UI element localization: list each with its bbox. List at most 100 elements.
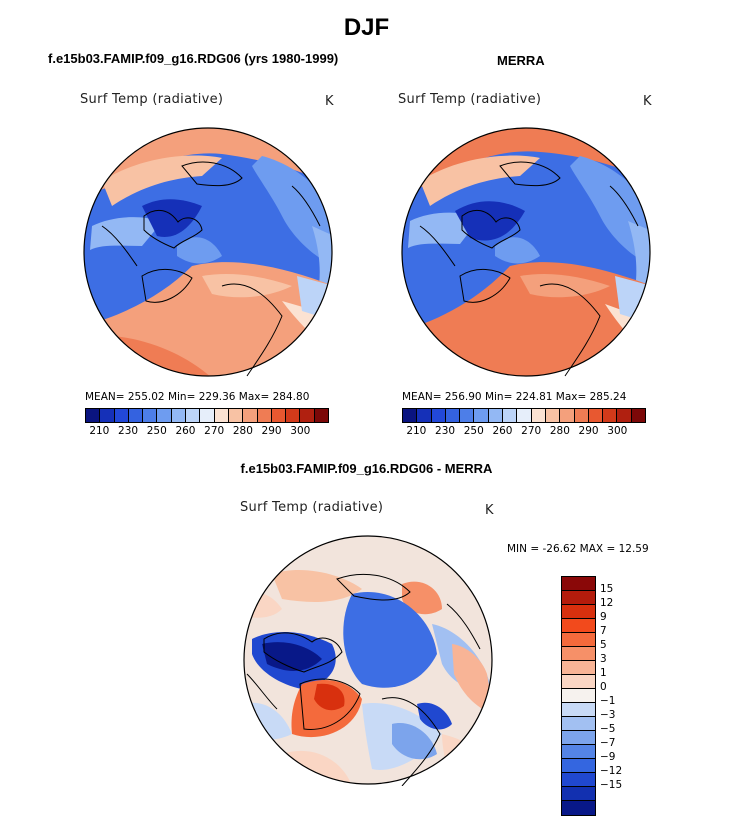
colorbar-tick-label: 280 (549, 425, 570, 437)
colorbar-swatch (562, 647, 595, 661)
colorbar-swatch (562, 759, 595, 773)
diff-polar-map (243, 535, 493, 786)
panel-1-polar-map (83, 127, 333, 377)
colorbar-tick-label: 250 (463, 425, 484, 437)
colorbar-tick-label: 12 (600, 597, 614, 609)
colorbar-swatch (560, 409, 575, 422)
colorbar-swatch (214, 409, 229, 422)
colorbar-tick-label: −1 (600, 695, 616, 707)
panel-2-stats: MEAN= 256.90 Min= 224.81 Max= 285.24 (402, 391, 627, 403)
colorbar-tick-label: 300 (607, 425, 628, 437)
colorbar-swatch (228, 409, 244, 422)
colorbar-swatch (562, 689, 595, 703)
colorbar-swatch (562, 731, 595, 745)
colorbar-swatch (271, 409, 287, 422)
colorbar-swatch (488, 409, 504, 422)
colorbar-swatch (588, 409, 604, 422)
colorbar-tick-label: 15 (600, 583, 614, 595)
colorbar-swatch (157, 409, 172, 422)
colorbar-tick-label: −3 (600, 709, 616, 721)
panel-2-units-label: K (643, 94, 652, 109)
colorbar-swatch (562, 591, 595, 605)
colorbar-swatch (474, 409, 489, 422)
diff-panel-title: f.e15b03.FAMIP.f09_g16.RDG06 - MERRA (240, 461, 493, 476)
colorbar-tick-label: 290 (578, 425, 599, 437)
colorbar-tick-label: 250 (146, 425, 167, 437)
colorbar-swatch (562, 633, 595, 647)
colorbar-tick-label: 210 (89, 425, 110, 437)
colorbar-swatch (631, 409, 646, 422)
colorbar-tick-label: 3 (600, 653, 607, 665)
colorbar-tick-label: 7 (600, 625, 607, 637)
colorbar-tick-label: −5 (600, 723, 616, 735)
panel-2-variable-label: Surf Temp (radiative) (398, 92, 542, 107)
colorbar-tick-label: 5 (600, 639, 607, 651)
colorbar-swatch (562, 703, 595, 717)
colorbar-swatch (431, 409, 446, 422)
colorbar-swatch (562, 787, 595, 801)
colorbar-tick-label: −12 (600, 765, 623, 777)
colorbar-swatch (257, 409, 272, 422)
colorbar-tick-label: −15 (600, 779, 623, 791)
colorbar-tick-label: 270 (204, 425, 225, 437)
colorbar-tick-label: 9 (600, 611, 607, 623)
diff-colorbar-ticks: 15 12 9 7 5 3 1 0 −1 −3 −5 −7 −9 −12 −15 (600, 576, 640, 816)
colorbar-swatch (300, 409, 315, 422)
colorbar-tick-label: 230 (435, 425, 456, 437)
colorbar-swatch (562, 675, 595, 689)
colorbar-tick-label: −7 (600, 737, 616, 749)
colorbar-swatch (100, 409, 115, 422)
colorbar-tick-label: 260 (175, 425, 196, 437)
colorbar-swatch (562, 661, 595, 675)
colorbar-tick-label: 0 (600, 681, 607, 693)
colorbar-swatch (562, 605, 595, 619)
panel-2-colorbar (402, 408, 646, 423)
colorbar-tick-label: 280 (232, 425, 253, 437)
colorbar-swatch (417, 409, 432, 422)
colorbar-tick-label: 230 (118, 425, 139, 437)
colorbar-tick-label: 260 (492, 425, 513, 437)
colorbar-swatch (186, 409, 201, 422)
colorbar-swatch (143, 409, 158, 422)
panel-2-title: MERRA (497, 53, 545, 68)
colorbar-swatch (171, 409, 187, 422)
colorbar-swatch (403, 409, 418, 422)
colorbar-swatch (562, 801, 595, 815)
panel-2-colorbar-ticks: 210 230 250 260 270 280 290 300 (402, 425, 646, 439)
diff-colorbar (561, 576, 596, 816)
panel-1-units-label: K (325, 94, 334, 109)
panel-1-colorbar (85, 408, 329, 423)
colorbar-swatch (562, 619, 595, 633)
colorbar-swatch (128, 409, 144, 422)
colorbar-swatch (562, 717, 595, 731)
colorbar-swatch (314, 409, 329, 422)
colorbar-tick-label: 300 (290, 425, 311, 437)
panel-1-stats: MEAN= 255.02 Min= 229.36 Max= 284.80 (85, 391, 310, 403)
colorbar-swatch (286, 409, 301, 422)
colorbar-swatch (617, 409, 632, 422)
panel-2-polar-map (401, 127, 651, 377)
panel-3-variable-label: Surf Temp (radiative) (240, 500, 384, 515)
colorbar-swatch (243, 409, 258, 422)
colorbar-swatch (86, 409, 101, 422)
panel-1-colorbar-ticks: 210 230 250 260 270 280 290 300 (85, 425, 329, 439)
colorbar-swatch (445, 409, 461, 422)
colorbar-swatch (562, 577, 595, 591)
colorbar-swatch (517, 409, 532, 422)
colorbar-swatch (574, 409, 589, 422)
figure-title: DJF (343, 14, 390, 41)
colorbar-swatch (562, 745, 595, 759)
colorbar-tick-label: −9 (600, 751, 616, 763)
panel-1-title: f.e15b03.FAMIP.f09_g16.RDG06 (yrs 1980-1… (48, 51, 339, 66)
panel-3-units-label: K (485, 503, 494, 518)
panel-1-variable-label: Surf Temp (radiative) (80, 92, 224, 107)
colorbar-swatch (200, 409, 215, 422)
colorbar-swatch (503, 409, 518, 422)
colorbar-swatch (114, 409, 129, 422)
panel-3-stats: MIN = -26.62 MAX = 12.59 (507, 543, 649, 555)
colorbar-tick-label: 210 (406, 425, 427, 437)
colorbar-swatch (562, 773, 595, 787)
colorbar-swatch (531, 409, 546, 422)
colorbar-swatch (603, 409, 618, 422)
colorbar-swatch (545, 409, 561, 422)
